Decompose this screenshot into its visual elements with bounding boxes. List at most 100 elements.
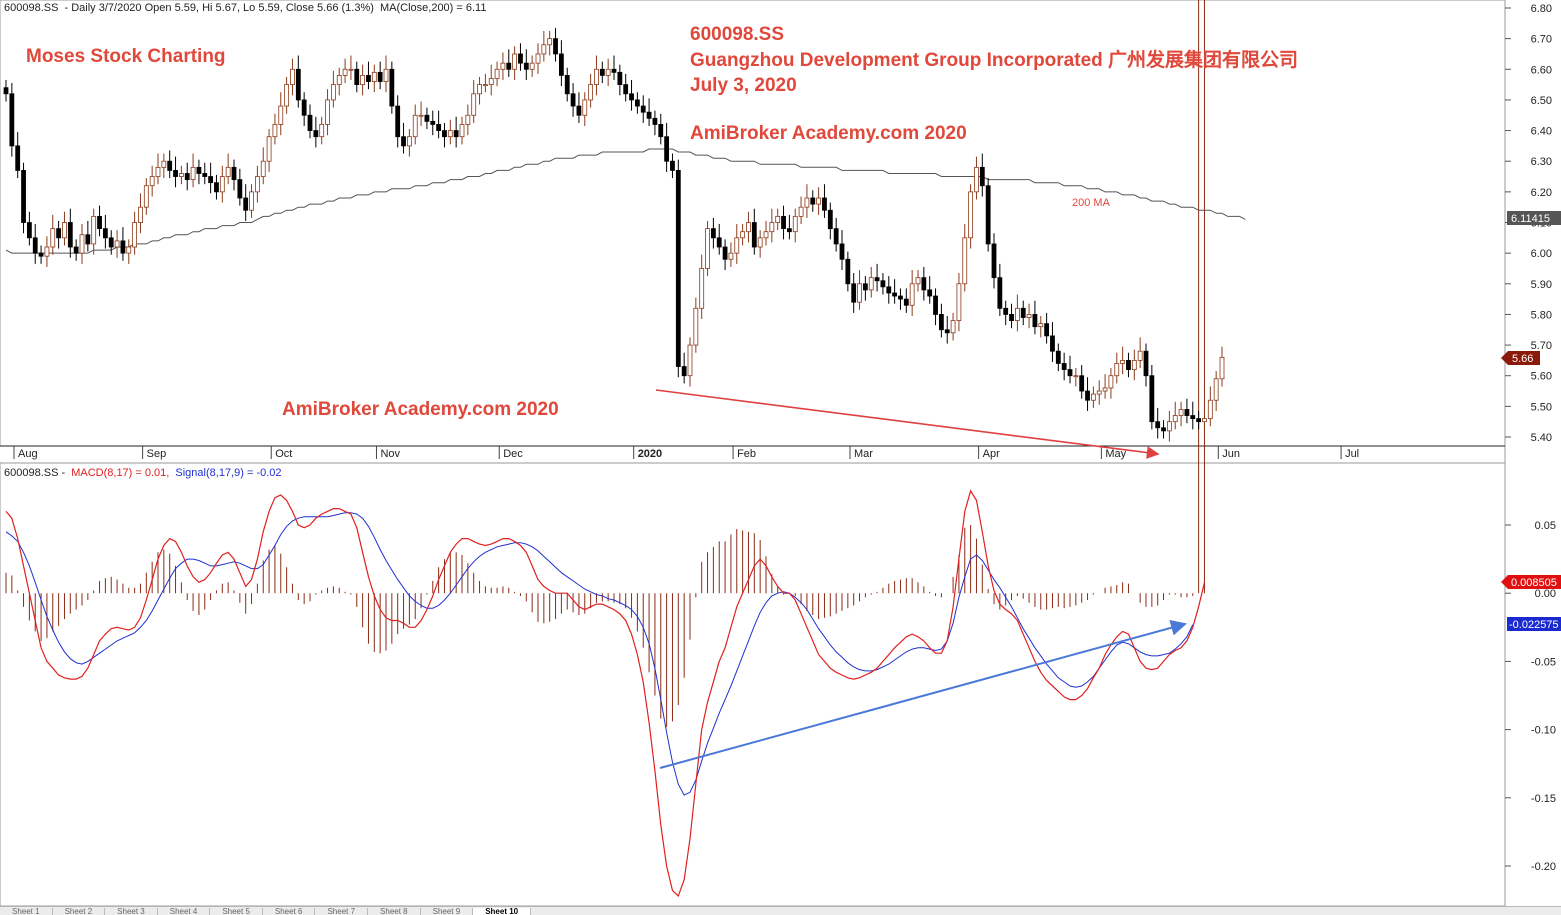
candle-body <box>681 366 687 377</box>
candle-body <box>634 99 640 107</box>
candlestick <box>950 312 956 341</box>
candlestick <box>623 73 629 102</box>
candlestick <box>1219 346 1225 387</box>
candle-body <box>1073 375 1079 378</box>
candlestick <box>547 30 553 56</box>
candle-body <box>962 237 968 285</box>
candle-body <box>816 197 822 205</box>
candlestick <box>21 162 26 234</box>
month-label: May <box>1105 448 1126 460</box>
watermark-top: AmiBroker Academy.com 2020 <box>690 123 967 144</box>
candle-body <box>903 298 909 306</box>
sheet-tab[interactable]: Sheet 7 <box>315 908 369 915</box>
candle-body <box>810 197 816 205</box>
candlestick <box>260 147 266 185</box>
candle-body <box>377 71 383 82</box>
candle-body <box>1079 375 1085 392</box>
candlestick <box>751 208 757 255</box>
candlestick <box>79 224 85 264</box>
candle-body <box>558 53 564 76</box>
candle-body <box>687 344 693 377</box>
candle-body <box>1055 350 1061 364</box>
candlestick <box>886 276 892 304</box>
candlestick <box>699 254 705 320</box>
candle-body <box>196 166 202 174</box>
ma200-line <box>5 148 1246 254</box>
candle-body <box>290 68 295 86</box>
candlestick <box>792 208 798 243</box>
candle-body <box>623 84 629 95</box>
candle-body <box>594 68 599 86</box>
candle-body <box>1202 418 1207 423</box>
candle-body <box>1190 415 1196 420</box>
candlestick <box>1014 294 1020 332</box>
candle-body <box>184 173 190 181</box>
sheet-tab[interactable]: Sheet 6 <box>263 908 316 915</box>
candlestick <box>1085 377 1090 411</box>
candlestick <box>85 220 91 252</box>
candle-body <box>202 173 208 177</box>
candle-body <box>38 252 44 257</box>
sheet-tab[interactable]: Sheet 8 <box>368 908 421 915</box>
candlestick <box>143 178 149 215</box>
candle-body <box>1026 314 1032 318</box>
candle-body <box>348 68 354 71</box>
candle-body <box>114 240 120 248</box>
candlestick <box>430 110 436 136</box>
candle-body <box>325 99 330 125</box>
candle-body <box>1184 409 1190 416</box>
candle-body <box>126 246 132 254</box>
candlestick <box>1003 300 1009 326</box>
candle-body <box>494 68 500 79</box>
candlestick <box>1044 312 1050 344</box>
candle-body <box>670 160 675 171</box>
candlestick <box>1120 346 1126 375</box>
candlestick <box>254 165 260 203</box>
sheet-tab[interactable]: Sheet 1 <box>0 908 53 915</box>
candlestick <box>325 89 330 136</box>
sheet-tab[interactable]: Sheet 5 <box>210 908 263 915</box>
candlestick <box>710 217 716 249</box>
price-tick-label: 5.60 <box>1531 371 1552 383</box>
candle-body <box>447 130 453 138</box>
month-label: Aug <box>18 448 38 460</box>
candle-body <box>389 68 395 107</box>
candlestick <box>62 211 67 246</box>
candlestick <box>862 276 868 301</box>
candlestick <box>927 276 933 304</box>
candle-body <box>1061 363 1067 370</box>
ma-value-tag: 6.11415 <box>1507 211 1561 225</box>
sheet-tab[interactable]: Sheet 10 <box>473 908 532 915</box>
candle-body <box>839 243 845 260</box>
price-tick-label: 6.00 <box>1531 248 1552 260</box>
sheet-tab[interactable]: Sheet 3 <box>105 908 158 915</box>
candlestick <box>664 122 670 172</box>
candlestick <box>1196 410 1202 430</box>
candlestick <box>558 40 564 87</box>
macd-tick-label: 0.05 <box>1535 520 1556 532</box>
candle-body <box>459 124 465 138</box>
candlestick <box>371 64 377 93</box>
candle-body <box>406 136 412 147</box>
candlestick <box>249 184 254 218</box>
candlestick <box>208 162 214 194</box>
candle-body <box>336 75 342 86</box>
candle-body <box>1207 399 1213 420</box>
price-header: 600098.SS - Daily 3/7/2020 Open 5.59, Hi… <box>4 2 486 14</box>
sheet-tab[interactable]: Sheet 4 <box>158 908 211 915</box>
sheet-tab[interactable]: Sheet 2 <box>53 908 106 915</box>
candlestick <box>1009 303 1014 329</box>
candlestick <box>804 184 810 218</box>
candle-body <box>1108 375 1114 389</box>
candle-body <box>500 62 506 70</box>
sheet-tab[interactable]: Sheet 9 <box>421 908 474 915</box>
candle-body <box>599 68 605 76</box>
candlestick <box>395 95 401 148</box>
candlestick <box>816 187 822 215</box>
candle-body <box>851 283 857 303</box>
candle-body <box>611 68 617 73</box>
candlestick <box>564 67 570 102</box>
sheet-tab-bar: Sheet 1 Sheet 2 Sheet 3 Sheet 4 Sheet 5 Sheet… <box>0 906 1561 915</box>
candle-body <box>1003 307 1009 315</box>
candlestick <box>9 83 15 157</box>
